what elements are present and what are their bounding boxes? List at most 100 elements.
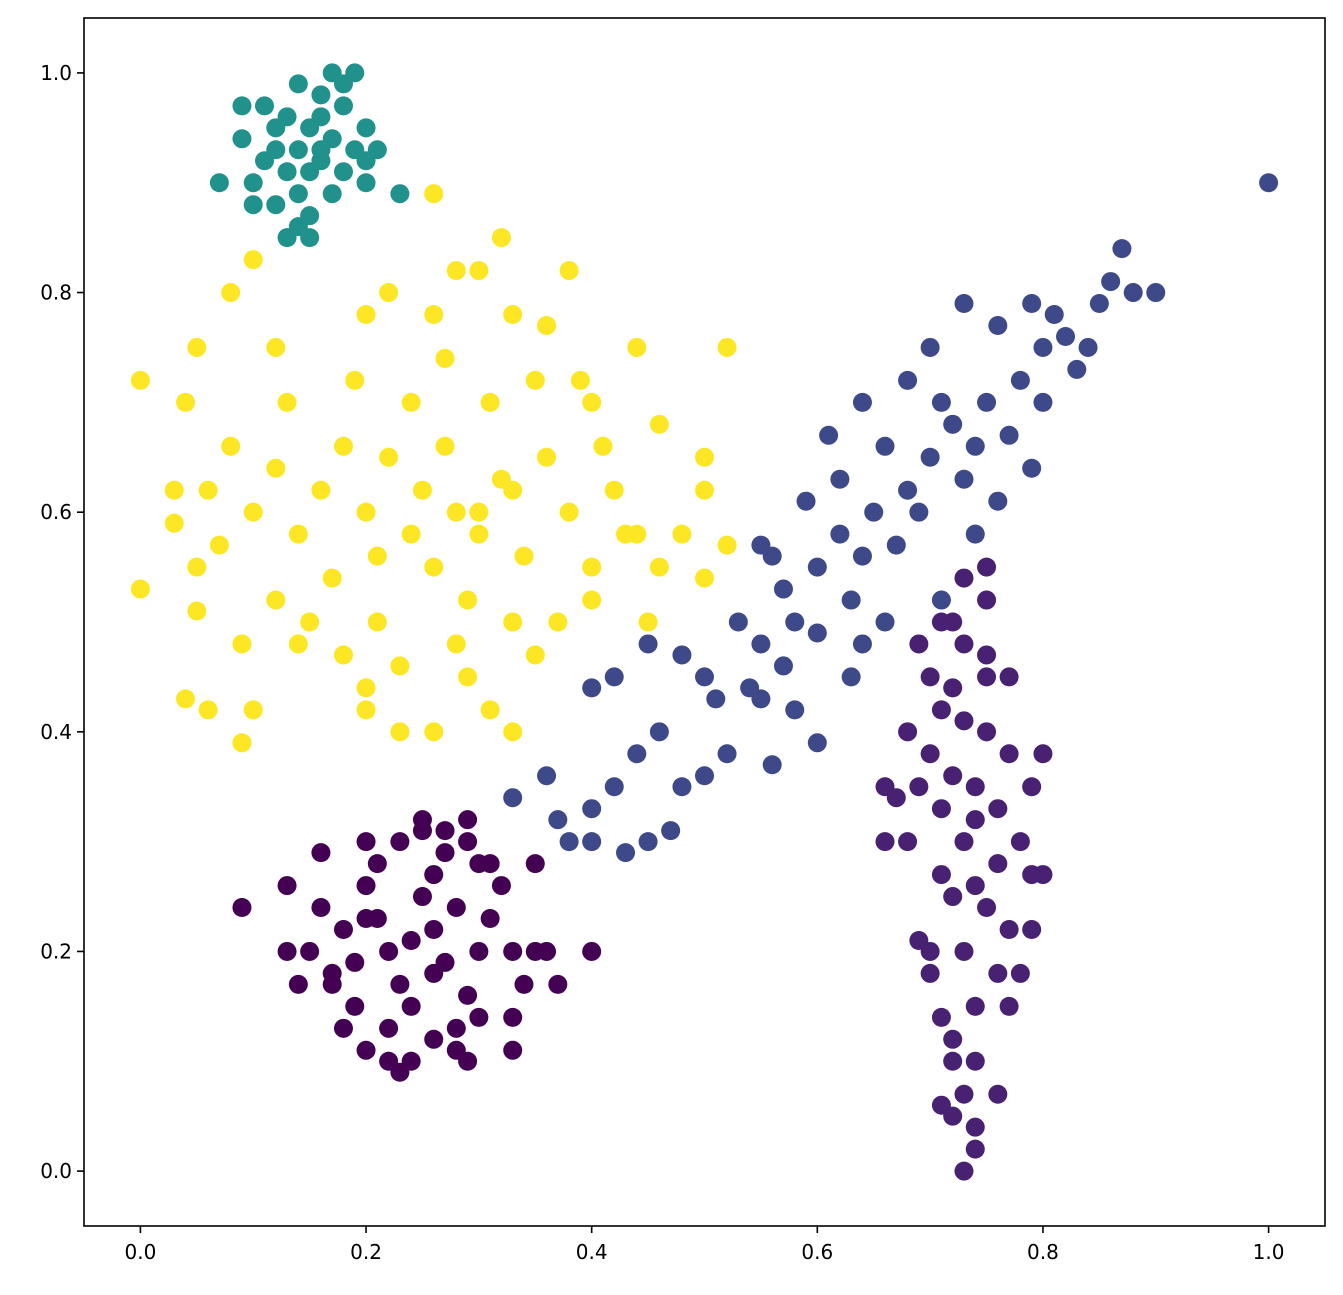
data-point: [412, 810, 432, 830]
data-point: [943, 766, 963, 786]
data-point: [931, 612, 951, 632]
data-point: [943, 678, 963, 698]
data-point: [333, 74, 353, 94]
data-point: [424, 1029, 444, 1049]
data-point: [943, 1029, 963, 1049]
data-point: [469, 1007, 489, 1027]
data-point: [255, 96, 275, 116]
data-point: [841, 590, 861, 610]
data-point: [852, 546, 872, 566]
data-point: [999, 996, 1019, 1016]
data-point: [548, 974, 568, 994]
data-point: [1044, 305, 1064, 325]
data-point: [796, 491, 816, 511]
data-point: [537, 447, 557, 467]
data-point: [300, 228, 320, 248]
x-tick-label-5: 1.0: [1253, 1240, 1285, 1264]
data-point: [886, 788, 906, 808]
data-point: [672, 524, 692, 544]
data-point: [390, 656, 410, 676]
cluster-0: [232, 810, 602, 1082]
data-point: [886, 535, 906, 555]
data-point: [616, 843, 636, 863]
data-point: [277, 941, 297, 961]
data-point: [977, 590, 997, 610]
data-point: [537, 766, 557, 786]
data-point: [977, 667, 997, 687]
data-point: [356, 700, 376, 720]
data-point: [390, 974, 410, 994]
data-point: [943, 1051, 963, 1071]
data-point: [390, 722, 410, 742]
data-point: [345, 996, 365, 1016]
data-point: [695, 447, 714, 467]
data-point: [232, 634, 252, 654]
data-point: [977, 722, 997, 742]
data-point: [988, 963, 1008, 983]
data-point: [898, 832, 918, 852]
data-point: [728, 612, 748, 632]
data-point: [333, 162, 353, 182]
data-point: [965, 1051, 985, 1071]
data-point: [333, 919, 353, 939]
data-point: [446, 261, 466, 281]
data-point: [740, 678, 760, 698]
data-point: [1089, 294, 1109, 314]
data-point: [435, 348, 455, 368]
data-point: [401, 930, 421, 950]
y-tick-label-3: 0.6: [40, 500, 72, 524]
data-point: [920, 337, 940, 357]
data-point: [491, 228, 511, 248]
y-tick-label-2: 0.4: [40, 720, 72, 744]
data-point: [221, 436, 241, 456]
data-point: [548, 810, 568, 830]
data-point: [909, 634, 929, 654]
data-point: [458, 667, 478, 687]
data-point: [243, 700, 263, 720]
data-point: [266, 195, 286, 215]
data-point: [1078, 337, 1098, 357]
data-point: [988, 854, 1008, 874]
data-point: [288, 634, 308, 654]
points-layer: [130, 63, 1279, 1181]
data-point: [503, 1007, 523, 1027]
data-point: [243, 502, 263, 522]
data-point: [345, 370, 365, 390]
data-point: [424, 184, 444, 204]
data-point: [965, 810, 985, 830]
data-point: [221, 283, 241, 303]
data-point: [616, 524, 636, 544]
data-point: [469, 941, 489, 961]
data-point: [288, 524, 308, 544]
data-point: [379, 1018, 399, 1038]
data-point: [943, 887, 963, 907]
data-point: [243, 173, 263, 193]
data-point: [187, 557, 207, 577]
data-point: [300, 162, 320, 182]
data-point: [988, 315, 1008, 335]
data-point: [582, 590, 602, 610]
y-axis: 0.0 0.2 0.4 0.6 0.8 1.0: [40, 61, 84, 1183]
data-point: [469, 524, 489, 544]
data-point: [356, 832, 376, 852]
data-point: [559, 832, 579, 852]
data-point: [965, 996, 985, 1016]
data-point: [875, 612, 895, 632]
y-tick-label-5: 1.0: [40, 61, 72, 85]
data-point: [367, 612, 387, 632]
data-point: [864, 502, 884, 522]
data-point: [1056, 326, 1076, 346]
data-point: [446, 502, 466, 522]
data-point: [198, 700, 218, 720]
data-point: [164, 513, 184, 533]
data-point: [311, 140, 331, 160]
data-point: [582, 799, 602, 819]
data-point: [300, 612, 320, 632]
data-point: [232, 129, 252, 149]
data-point: [954, 832, 974, 852]
data-point: [356, 173, 376, 193]
data-point: [965, 876, 985, 896]
data-point: [266, 118, 286, 138]
data-point: [311, 107, 331, 127]
data-point: [356, 305, 376, 325]
